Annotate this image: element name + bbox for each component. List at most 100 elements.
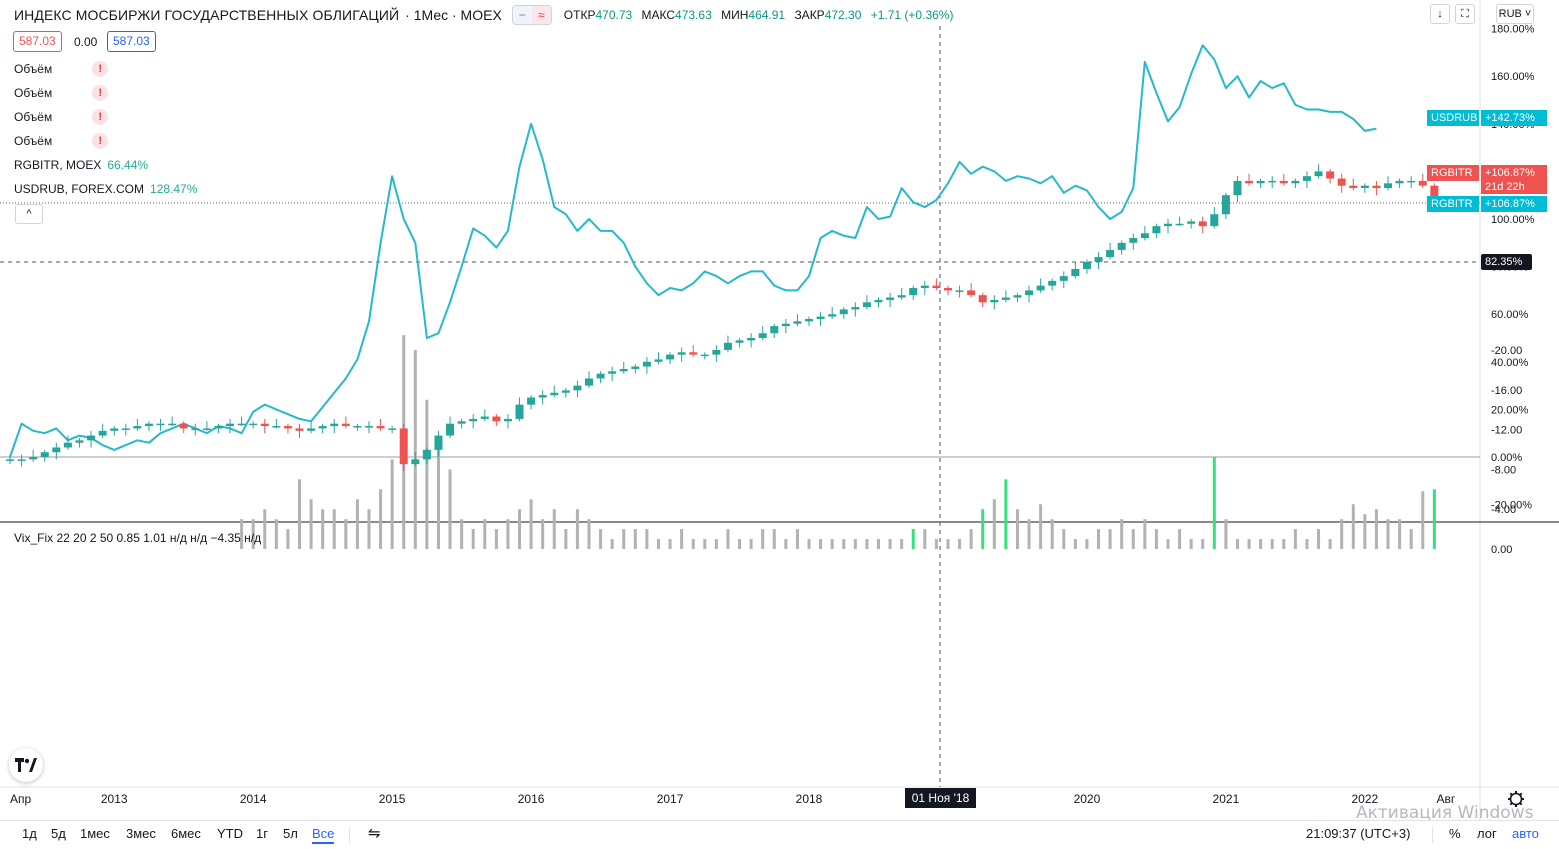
rgbitr-candle [295, 428, 304, 431]
vix-bar [1027, 519, 1031, 549]
rgbitr-candle [422, 449, 431, 460]
rgbitr-candle [434, 435, 443, 450]
range-3m[interactable]: 3мес [126, 826, 156, 841]
rgbitr-candle [816, 316, 825, 319]
vix-bar [703, 539, 707, 549]
symbol-title[interactable]: ИНДЕКС МОСБИРЖИ ГОСУДАРСТВЕННЫХ ОБЛИГАЦИ… [14, 7, 400, 23]
rgbitr-candle [1013, 295, 1022, 298]
rgbitr-candle [1221, 195, 1230, 215]
vix-bar [460, 519, 464, 549]
open-value: 470.73 [595, 8, 633, 22]
rgbitr-candle [978, 295, 987, 303]
rgbitr-candle [446, 423, 455, 436]
legend-usdrub[interactable]: USDRUB, FOREX.COM 128.47% [14, 181, 197, 197]
vix-bar [888, 539, 892, 549]
vix-bar [842, 539, 846, 549]
minus-icon[interactable]: − [512, 6, 532, 24]
collapse-legend-button[interactable]: ^ [15, 204, 43, 224]
rgbitr-candle [1175, 223, 1184, 226]
range-5y[interactable]: 5л [283, 826, 298, 841]
legend-rgbitr[interactable]: RGBITR, MOEX 66.44% [14, 157, 148, 173]
rgbitr-candle [29, 457, 38, 460]
legend-volume-3[interactable]: Объём! [14, 109, 109, 125]
download-icon[interactable]: ↓ [1430, 4, 1450, 24]
warning-icon[interactable]: ! [92, 109, 109, 125]
fullscreen-icon[interactable]: ⛶ [1455, 4, 1475, 24]
wave-icon[interactable]: ≈ [531, 6, 551, 24]
vix-bar [981, 509, 985, 549]
vix-bar [494, 529, 498, 549]
range-5d[interactable]: 5д [51, 826, 66, 841]
rgbitr-candle [168, 423, 177, 426]
log-scale-button[interactable]: лог [1477, 826, 1497, 841]
rgbitr-candle [40, 452, 49, 457]
usdrub-value: 128.47% [150, 182, 198, 196]
y-tick-label: 0.00% [1491, 452, 1522, 464]
vix-bar [1143, 519, 1147, 549]
rgbitr-candle [561, 390, 570, 393]
rgbitr-candle [886, 297, 895, 300]
legend-volume-4[interactable]: Объём! [14, 133, 109, 149]
rgbitr-candle [503, 418, 512, 422]
high-value: 473.63 [675, 8, 712, 22]
vix-bar [784, 539, 788, 549]
range-1y[interactable]: 1г [256, 826, 268, 841]
rgbitr-candle [1314, 171, 1323, 177]
rgbitr-candle [457, 421, 466, 424]
vix-bar [749, 539, 753, 549]
clock-time[interactable]: 21:09:37 (UTC+3) [1306, 826, 1411, 841]
range-all[interactable]: Все [312, 826, 335, 844]
range-ytd[interactable]: YTD [217, 826, 243, 841]
rgbitr-candle [1094, 257, 1103, 262]
vix-y-tick-label: -16.00 [1491, 385, 1522, 397]
vix-y-tick-label: -12.00 [1491, 425, 1522, 437]
rgbitr-candle [376, 426, 385, 429]
vix-bar [471, 529, 475, 549]
rgbitr-candle [272, 426, 281, 428]
rgbitr-candle [538, 395, 547, 398]
rgbitr-candle [1164, 223, 1172, 227]
warning-icon[interactable]: ! [92, 85, 109, 101]
rgbitr-candle [1337, 178, 1346, 186]
warning-icon[interactable]: ! [92, 133, 109, 149]
rgbitr-candle [897, 295, 906, 298]
legend-volume-2[interactable]: Объём! [14, 85, 109, 101]
compare-toggle[interactable]: − ≈ [511, 5, 552, 25]
date-range-icon[interactable]: ⇋ [368, 825, 381, 842]
tradingview-logo[interactable] [9, 748, 43, 782]
rgbitr-candle [1152, 226, 1161, 234]
tv-logo-icon [15, 758, 37, 772]
rgbitr-candle [654, 359, 663, 362]
vix-bar [1247, 539, 1251, 549]
rgbitr-candle [1326, 171, 1335, 179]
vix-bar [1351, 504, 1355, 549]
rgbitr-candle [1372, 185, 1381, 189]
currency-select[interactable]: RUB ˅ [1496, 4, 1534, 24]
settings-gear-icon [1508, 791, 1524, 807]
vix-legend[interactable]: Vix_Fix 22 20 2 50 0.85 1.01 н/д н/д −4.… [14, 531, 262, 545]
currency-label: RUB [1498, 8, 1522, 20]
range-6m[interactable]: 6мес [171, 826, 201, 841]
vix-bar [680, 529, 684, 549]
rgbitr-candle [1302, 176, 1311, 181]
rgbitr-candle [133, 426, 142, 429]
percent-scale-button[interactable]: % [1449, 826, 1461, 841]
range-1d[interactable]: 1д [22, 826, 37, 841]
toolbar-divider [349, 827, 350, 843]
change-value: +1.71 (+0.36%) [870, 8, 954, 22]
sell-price-button[interactable]: 587.03 [13, 31, 62, 52]
vix-bar [518, 509, 522, 549]
buy-price-button[interactable]: 587.03 [107, 31, 156, 52]
rgbitr-candle [1140, 233, 1149, 239]
range-1m[interactable]: 1мес [80, 826, 110, 841]
rgbitr-candle [1245, 180, 1254, 184]
vix-bar [1108, 529, 1112, 549]
interval-label[interactable]: · 1Мес · MOEX [405, 7, 502, 23]
legend-volume-1[interactable]: Объём! [14, 61, 109, 77]
vix-bar [413, 350, 417, 549]
auto-scale-button[interactable]: авто [1512, 826, 1539, 841]
vix-bar [1340, 519, 1344, 549]
warning-icon[interactable]: ! [92, 61, 109, 77]
vix-bar [946, 539, 950, 549]
